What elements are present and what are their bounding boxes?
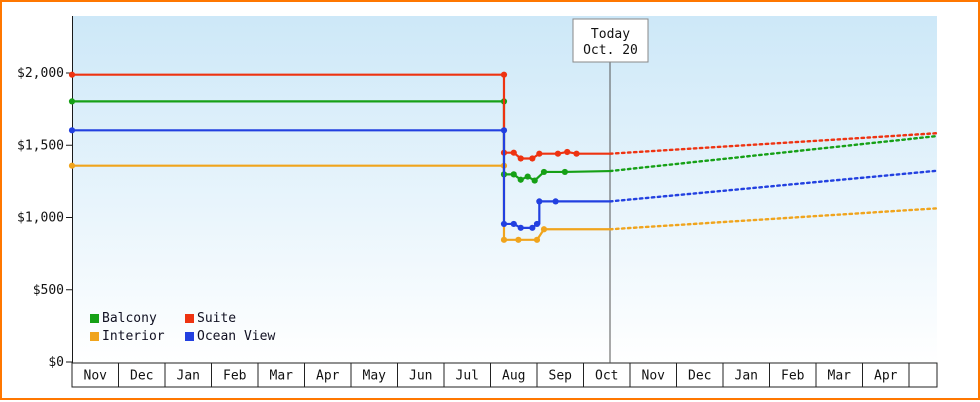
series-interior-point [500, 236, 508, 243]
month-label: Feb [781, 369, 805, 384]
legend-item-ocean-view: Ocean View [185, 329, 275, 344]
month-label: Apr [316, 369, 340, 384]
series-suite-forecast-line [608, 131, 939, 155]
legend-label-interior: Interior [102, 329, 165, 344]
series-ocean-view-point [552, 198, 559, 205]
series-ocean-view-point [517, 224, 524, 231]
series-ocean-view-point [500, 127, 508, 134]
series-ocean-view-point [533, 220, 541, 228]
series-ocean-view-point [68, 127, 76, 134]
month-label: May [363, 369, 387, 384]
month-cell [304, 362, 352, 388]
series-balcony-point [531, 177, 538, 184]
series-suite-point [529, 155, 536, 162]
month-label: Jan [177, 369, 200, 384]
series-balcony-point [561, 168, 569, 176]
series-suite-point [573, 150, 580, 157]
series-ocean-view-point [510, 220, 517, 228]
balcony-swatch-icon [90, 314, 99, 323]
series-suite-point [500, 71, 508, 78]
y-tick-label: $2,000 [17, 66, 64, 81]
month-label: Feb [223, 369, 247, 384]
today-label-line2: Oct. 20 [583, 43, 638, 58]
month-label: Nov [84, 369, 108, 384]
month-cell [490, 362, 538, 388]
legend-label-balcony: Balcony [102, 311, 157, 326]
legend-item-suite: Suite [185, 311, 275, 326]
series-suite-point [536, 150, 543, 157]
month-cell [536, 362, 584, 388]
legend-item-interior: Interior [90, 329, 185, 344]
series-ocean-view-point [529, 224, 536, 231]
month-cell [676, 362, 724, 388]
month-cell [164, 362, 212, 388]
series-suite-point [68, 71, 76, 78]
y-tick-label: $0 [48, 355, 64, 370]
series-balcony-point [524, 173, 531, 180]
y-tick-label: $500 [33, 283, 64, 298]
y-tick-label: $1,000 [17, 211, 64, 226]
series-interior-forecast-line [608, 207, 939, 231]
month-label: Sep [549, 369, 573, 384]
series-ocean-view-forecast-line [608, 169, 939, 203]
series-suite-point [564, 148, 571, 156]
y-tick-label: $1,500 [17, 138, 64, 153]
legend: Balcony Suite Interior Ocean View [90, 311, 275, 344]
today-label-box [572, 18, 649, 63]
today-label-line1: Today [591, 27, 630, 42]
series-balcony-point [540, 168, 548, 176]
series-interior-point [533, 236, 541, 243]
month-cell [350, 362, 398, 388]
month-label: Apr [874, 369, 898, 384]
month-label: Mar [828, 369, 852, 384]
legend-item-balcony: Balcony [90, 311, 185, 326]
month-cell [815, 362, 863, 388]
series-balcony-point [510, 171, 517, 178]
series-ocean-view-point [500, 220, 508, 228]
series-balcony-point [68, 98, 76, 105]
month-label: Oct [595, 369, 618, 384]
month-label: Dec [688, 369, 711, 384]
month-cell [71, 362, 119, 388]
ocean-view-swatch-icon [185, 332, 194, 341]
series-interior-point [68, 162, 76, 169]
legend-label-ocean-view: Ocean View [197, 329, 276, 344]
month-label: Mar [270, 369, 294, 384]
series-interior-point [540, 226, 548, 233]
series-suite-point [554, 150, 562, 157]
month-label: Jun [409, 369, 432, 384]
series-ocean-view-point [536, 198, 543, 205]
month-label: Nov [642, 369, 666, 384]
month-cell [722, 362, 770, 388]
month-cell [629, 362, 677, 388]
series-balcony-point [517, 176, 524, 183]
series-suite-point [510, 149, 517, 156]
month-label: Jul [456, 369, 479, 384]
series-balcony-forecast-line [608, 134, 939, 173]
month-cell [908, 362, 938, 388]
month-cell [583, 362, 631, 388]
series-interior-point [515, 236, 522, 243]
suite-swatch-icon [185, 314, 194, 323]
series-suite-point [517, 155, 524, 162]
month-cell [862, 362, 910, 388]
month-cell [118, 362, 166, 388]
legend-label-suite: Suite [197, 311, 237, 326]
month-label: Aug [502, 369, 525, 384]
month-label: Dec [130, 369, 153, 384]
month-cell [397, 362, 445, 388]
interior-swatch-icon [90, 332, 99, 341]
month-label: Jan [735, 369, 758, 384]
